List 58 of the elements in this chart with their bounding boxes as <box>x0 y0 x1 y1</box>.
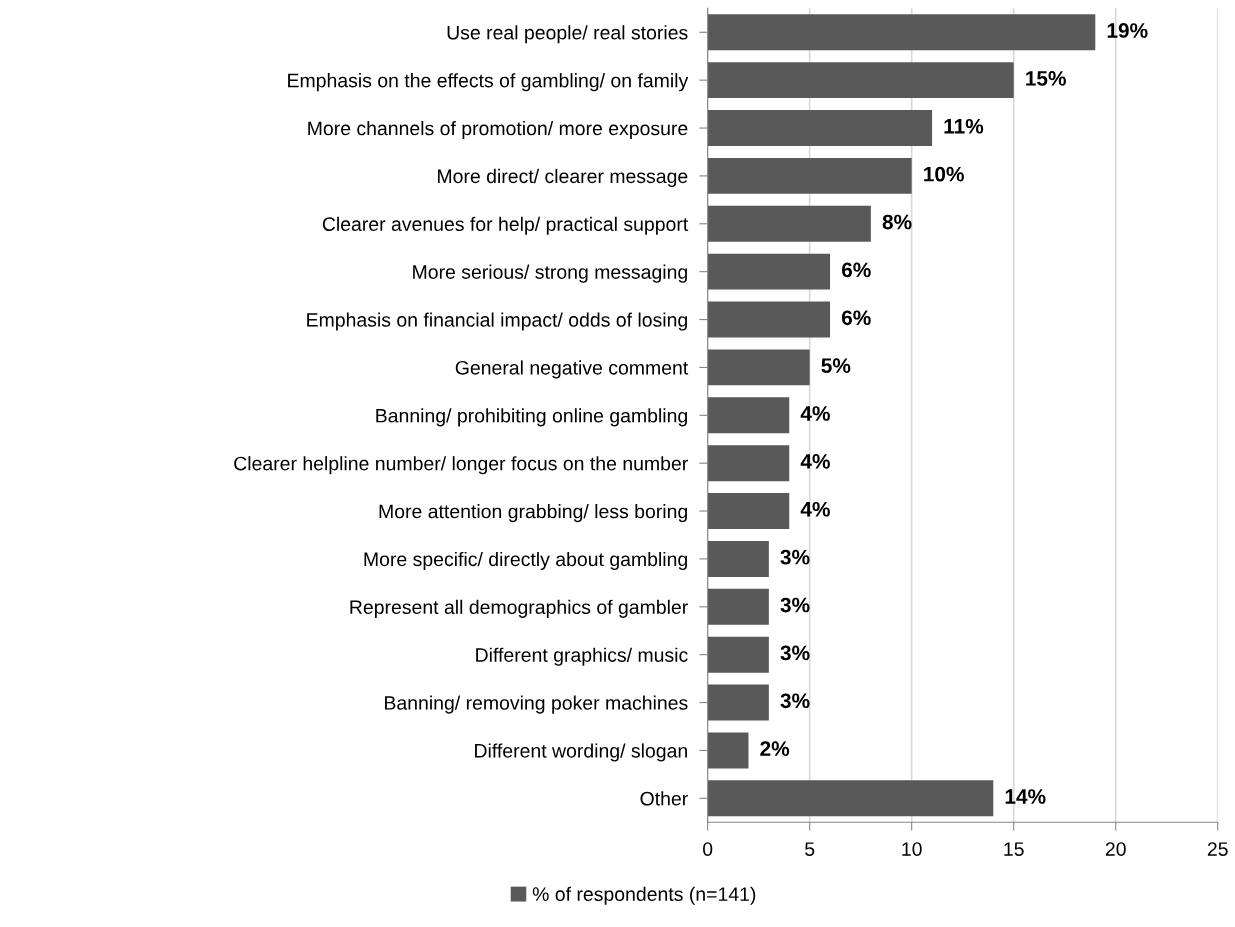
bar <box>707 110 933 146</box>
y-tick-label: Use real people/ real stories <box>447 25 688 44</box>
x-tick-label: 10 <box>902 842 922 856</box>
y-tick-label: General negative comment <box>455 360 689 379</box>
y-tick-label: More specific/ directly about gambling <box>364 551 687 571</box>
x-tick-label: 5 <box>805 842 815 856</box>
y-tick-label: Banning/ removing poker machines <box>385 695 688 714</box>
y-tick-label: Other <box>640 791 688 806</box>
bar <box>707 493 790 529</box>
bar <box>707 636 769 673</box>
bar <box>707 62 1014 99</box>
y-tick-label: Emphasis on financial impact/ odds of losing <box>307 312 687 331</box>
data-label: 10% <box>924 166 964 182</box>
bar <box>707 684 769 721</box>
data-label: 3% <box>780 549 810 565</box>
x-tick-label: 20 <box>1105 842 1126 856</box>
y-tick-label: Different wording/ slogan <box>475 743 687 762</box>
x-tick-label: 25 <box>1207 842 1228 856</box>
legend-label: % of respondents (n=141) <box>532 886 756 905</box>
bar <box>707 157 912 194</box>
data-label: 6% <box>841 310 871 326</box>
data-label: 4% <box>800 406 830 421</box>
data-label: 14% <box>1005 789 1046 804</box>
bar <box>707 732 749 769</box>
data-label: 2% <box>760 741 790 756</box>
y-tick-label: More serious/ strong messaging <box>413 264 687 283</box>
data-label: 6% <box>841 262 871 278</box>
bar <box>707 14 1096 51</box>
data-label: 4% <box>800 454 830 469</box>
data-label: 15% <box>1026 71 1066 86</box>
data-label: 3% <box>780 597 810 613</box>
y-tick-label: Different graphics/ music <box>476 647 688 666</box>
bar <box>707 588 769 625</box>
bar <box>707 349 810 386</box>
bar <box>707 445 790 482</box>
data-label: 5% <box>821 358 851 374</box>
y-tick-label: More attention grabbing/ less boring <box>379 504 687 523</box>
bar <box>707 397 790 434</box>
y-tick-label: Clearer avenues for help/ practical support <box>322 216 689 235</box>
data-label: 8% <box>882 214 912 230</box>
y-tick-label: More direct/ clearer message <box>438 168 688 187</box>
data-label: 19% <box>1107 23 1148 38</box>
y-tick-label: More channels of promotion/ more exposure <box>308 120 688 140</box>
bar <box>707 253 831 290</box>
bar <box>707 205 871 242</box>
y-tick-label: Banning/ prohibiting online gambling <box>376 408 687 427</box>
x-tick-label: 15 <box>1004 842 1024 856</box>
data-label: 3% <box>780 693 810 709</box>
data-label: 4% <box>800 501 830 517</box>
y-tick-label: Represent all demographics of gambler <box>350 599 688 618</box>
bar <box>707 540 769 577</box>
data-label: 11% <box>944 118 984 134</box>
bar <box>707 301 831 338</box>
y-tick-label: Clearer helpline number/ longer focus on the number <box>234 456 688 475</box>
x-tick-label: 0 <box>703 842 713 856</box>
y-tick-label: Emphasis on the effects of gambling/ on family <box>288 73 689 92</box>
bar <box>707 780 994 817</box>
data-label: 3% <box>780 645 810 661</box>
